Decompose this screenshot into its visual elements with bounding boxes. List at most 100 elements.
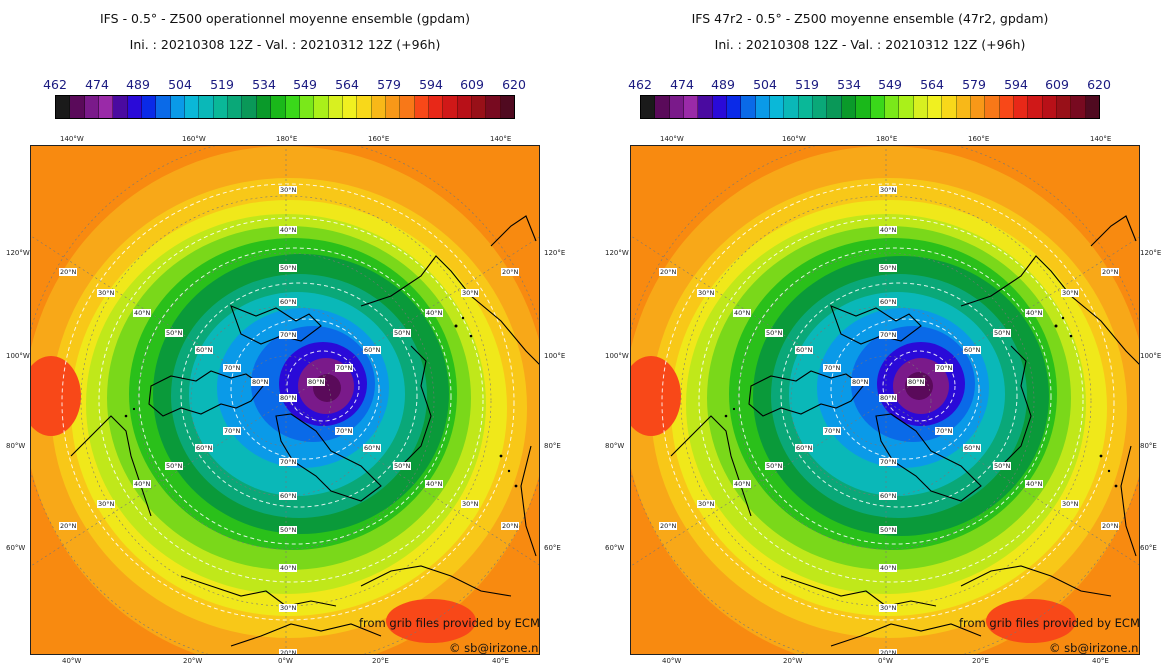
lat-label: 30°N <box>879 186 898 194</box>
lat-label: 20°N <box>1101 522 1120 530</box>
colorbar-swatch <box>256 96 272 118</box>
credit-grib: from grib files provided by ECMWF <box>959 616 1140 630</box>
colorbar-label: 504 <box>753 77 777 92</box>
lon-label: 120°E <box>1140 249 1162 257</box>
lat-label: 20°N <box>279 649 298 655</box>
lat-label: 50°N <box>165 462 184 470</box>
colorbar-swatch <box>798 96 814 118</box>
lat-label: 60°N <box>279 492 298 500</box>
colorbar-swatch <box>84 96 100 118</box>
credit-site: © sb@irizone.net <box>449 641 540 655</box>
colorbar-label: 594 <box>419 77 443 92</box>
lon-label: 80°W <box>6 442 26 450</box>
lat-label: 70°N <box>823 364 842 372</box>
lat-label: 60°N <box>195 444 214 452</box>
lon-label: 40°E <box>1092 657 1109 665</box>
lat-label: 30°N <box>461 289 480 297</box>
lat-label: 70°N <box>823 427 842 435</box>
lon-label: 140°W <box>60 135 84 143</box>
lat-label: 50°N <box>393 329 412 337</box>
colorbar-swatch <box>899 96 914 118</box>
lon-label: 60°W <box>605 544 625 552</box>
lat-label: 40°N <box>733 480 752 488</box>
colorbar-swatch <box>1085 96 1099 118</box>
lat-label: 80°N <box>907 378 926 386</box>
lat-label: 30°N <box>97 289 116 297</box>
lat-label: 20°N <box>659 268 678 276</box>
panel-subtitle: Ini. : 20210308 12Z - Val. : 20210312 12… <box>129 37 441 52</box>
map-z500-operational: 20°N 30°N 40°N 50°N 60°N 70°N 80°N 30°N … <box>30 145 540 655</box>
lon-label: 0°W <box>878 657 893 665</box>
lat-label: 40°N <box>279 226 298 234</box>
lat-label: 30°N <box>461 500 480 508</box>
colorbar-swatch <box>357 96 372 118</box>
lon-label: 60°E <box>544 544 561 552</box>
colorbar <box>55 95 515 119</box>
colorbar-swatch <box>827 96 842 118</box>
colorbar-label: 579 <box>962 77 986 92</box>
colorbar-label: 474 <box>670 77 694 92</box>
lat-label: 60°N <box>963 444 982 452</box>
lat-label: 40°N <box>1025 309 1044 317</box>
lat-label: 60°N <box>879 492 898 500</box>
lat-label: 40°N <box>133 309 152 317</box>
colorbar-label: 489 <box>711 77 735 92</box>
lon-label: 140°E <box>1090 135 1112 143</box>
colorbar-swatch <box>770 96 785 118</box>
lat-label: 70°N <box>223 427 242 435</box>
lon-label: 40°E <box>492 657 509 665</box>
colorbar-label: 549 <box>878 77 902 92</box>
colorbar-swatch <box>655 96 670 118</box>
lat-label: 50°N <box>993 329 1012 337</box>
colorbar-swatch <box>228 96 243 118</box>
colorbar-swatch <box>486 96 501 118</box>
colorbar-swatch <box>428 96 444 118</box>
lat-label: 70°N <box>879 331 898 339</box>
colorbar-swatch <box>1013 96 1029 118</box>
lat-label: 20°N <box>1101 268 1120 276</box>
lat-label: 30°N <box>279 186 298 194</box>
lon-label: 120°W <box>6 249 30 257</box>
colorbar-labels: 462 474 489 504 519 534 549 564 579 594 … <box>628 77 1111 93</box>
lat-label: 50°N <box>879 526 898 534</box>
lat-label: 50°N <box>393 462 412 470</box>
lat-label: 50°N <box>279 264 298 272</box>
credit-site: © sb@irizone.net <box>1049 641 1140 655</box>
lat-label: 80°N <box>307 378 326 386</box>
colorbar-label: 609 <box>1045 77 1069 92</box>
lon-label: 0°W <box>278 657 293 665</box>
lat-label: 30°N <box>1061 289 1080 297</box>
lat-label: 40°N <box>425 480 444 488</box>
colorbar-swatch <box>884 96 900 118</box>
lon-label: 100°W <box>605 352 629 360</box>
colorbar-swatch <box>870 96 885 118</box>
colorbar-swatch <box>56 96 71 118</box>
lat-label: 60°N <box>279 298 298 306</box>
lat-label: 50°N <box>879 264 898 272</box>
colorbar-label: 462 <box>628 77 652 92</box>
colorbar-swatch <box>1042 96 1057 118</box>
colorbar-label: 609 <box>460 77 484 92</box>
lat-label: 20°N <box>501 268 520 276</box>
colorbar-swatch <box>414 96 429 118</box>
lat-label: 70°N <box>935 364 954 372</box>
lat-label: 70°N <box>223 364 242 372</box>
colorbar-label: 564 <box>335 77 359 92</box>
lat-label: 50°N <box>765 329 784 337</box>
colorbar-swatch <box>712 96 728 118</box>
lon-label: 160°E <box>368 135 390 143</box>
lon-label: 40°W <box>662 657 682 665</box>
lat-label: 80°N <box>851 378 870 386</box>
colorbar-label: 620 <box>1087 77 1111 92</box>
colorbar-swatch <box>913 96 928 118</box>
colorbar-label: 549 <box>293 77 317 92</box>
colorbar-swatch <box>371 96 386 118</box>
colorbar-label: 620 <box>502 77 526 92</box>
colorbar-swatch <box>285 96 300 118</box>
colorbar-swatch <box>755 96 771 118</box>
lon-label: 100°E <box>544 352 566 360</box>
colorbar-labels: 462 474 489 504 519 534 549 564 579 594 … <box>43 77 526 93</box>
lon-label: 40°W <box>62 657 82 665</box>
panel-title: IFS - 0.5° - Z500 operationnel moyenne e… <box>100 11 470 26</box>
lat-label: 30°N <box>97 500 116 508</box>
